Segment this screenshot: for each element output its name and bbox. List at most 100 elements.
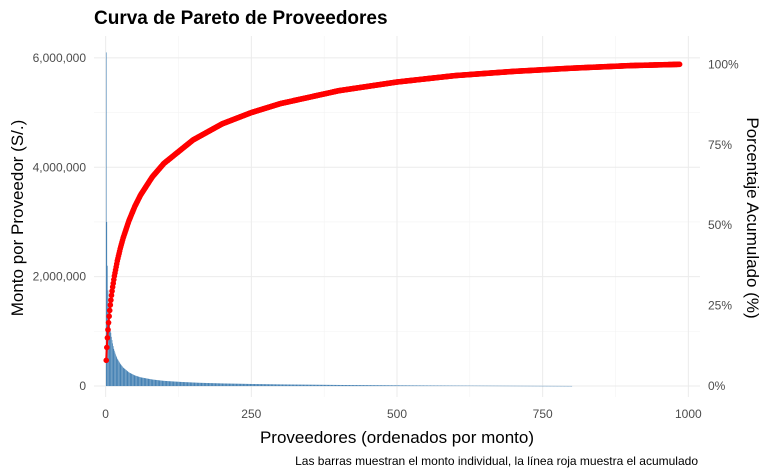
bar bbox=[140, 377, 141, 387]
bar bbox=[418, 385, 420, 387]
bar bbox=[137, 376, 139, 387]
bar bbox=[125, 369, 127, 387]
bar bbox=[222, 383, 224, 387]
cumulative-point bbox=[104, 344, 110, 351]
bar bbox=[198, 382, 199, 387]
bar bbox=[200, 382, 201, 387]
bar bbox=[150, 379, 151, 387]
bar bbox=[146, 378, 148, 387]
bar bbox=[169, 381, 171, 387]
bar bbox=[185, 382, 187, 387]
bar bbox=[335, 384, 337, 387]
bar bbox=[179, 381, 181, 387]
bar bbox=[338, 384, 340, 387]
bar bbox=[241, 383, 243, 387]
bar bbox=[350, 385, 351, 387]
bar bbox=[234, 383, 236, 387]
bar bbox=[262, 384, 264, 387]
bar bbox=[166, 381, 168, 387]
bar bbox=[318, 384, 319, 387]
bar bbox=[283, 384, 285, 387]
bar bbox=[142, 377, 143, 387]
y-tick-label: 0 bbox=[79, 379, 86, 393]
bar bbox=[134, 375, 136, 387]
cumulative-point bbox=[104, 334, 111, 341]
bar bbox=[208, 383, 210, 387]
bar bbox=[299, 384, 300, 387]
bar bbox=[412, 385, 414, 387]
bar bbox=[125, 369, 126, 387]
bar bbox=[209, 383, 210, 387]
bar bbox=[133, 375, 135, 387]
bar bbox=[288, 384, 289, 387]
chart-title: Curva de Pareto de Proveedores bbox=[94, 8, 388, 29]
bar bbox=[259, 384, 260, 387]
bar bbox=[378, 385, 379, 387]
bar bbox=[250, 383, 252, 387]
bar bbox=[389, 385, 391, 387]
bar bbox=[170, 381, 171, 387]
bar bbox=[159, 380, 161, 387]
bar bbox=[228, 383, 229, 387]
bar bbox=[260, 384, 262, 387]
bar bbox=[311, 384, 313, 387]
bar bbox=[122, 367, 124, 387]
cumulative-point bbox=[107, 302, 114, 308]
bar bbox=[259, 384, 261, 387]
bar bbox=[105, 52, 107, 387]
bar bbox=[161, 380, 162, 387]
bar bbox=[263, 384, 264, 387]
bar bbox=[207, 383, 209, 387]
bar bbox=[150, 379, 152, 387]
bar bbox=[146, 378, 147, 387]
bar bbox=[232, 383, 234, 387]
cumulative-point bbox=[108, 292, 115, 299]
bar bbox=[111, 336, 112, 387]
bar bbox=[269, 384, 271, 387]
bar bbox=[224, 383, 226, 387]
bar bbox=[193, 382, 194, 387]
bar bbox=[163, 380, 165, 387]
bar bbox=[155, 379, 157, 387]
bar bbox=[290, 384, 292, 387]
bar bbox=[299, 384, 301, 387]
bar bbox=[351, 385, 353, 387]
bar bbox=[119, 363, 121, 387]
bar bbox=[322, 384, 324, 387]
bar bbox=[142, 377, 144, 387]
bar bbox=[413, 385, 414, 387]
cumulative-point bbox=[103, 357, 110, 364]
bar bbox=[393, 385, 394, 387]
bar bbox=[237, 383, 239, 387]
bar bbox=[399, 385, 401, 387]
bar bbox=[198, 382, 200, 387]
bar bbox=[233, 383, 235, 387]
bar bbox=[119, 362, 120, 387]
bar bbox=[296, 384, 298, 387]
bar bbox=[126, 370, 127, 387]
bar bbox=[190, 382, 192, 387]
bar bbox=[312, 384, 313, 387]
bar bbox=[420, 385, 421, 387]
bar bbox=[181, 381, 183, 387]
bar bbox=[144, 378, 145, 387]
bar bbox=[221, 383, 222, 387]
bar bbox=[438, 385, 440, 387]
bar bbox=[156, 379, 157, 387]
bar bbox=[386, 385, 387, 387]
bar bbox=[157, 380, 159, 387]
bar bbox=[433, 385, 435, 387]
bar bbox=[360, 385, 362, 387]
x-tick-label: 500 bbox=[387, 407, 407, 421]
bar bbox=[117, 358, 118, 387]
bar bbox=[178, 381, 179, 387]
bar bbox=[362, 385, 364, 387]
bar bbox=[276, 384, 278, 387]
bar bbox=[186, 382, 188, 387]
bar bbox=[325, 384, 327, 387]
bar bbox=[231, 383, 233, 387]
bar bbox=[116, 357, 118, 387]
bar bbox=[280, 384, 281, 387]
bar bbox=[234, 383, 235, 387]
bar bbox=[127, 371, 129, 387]
